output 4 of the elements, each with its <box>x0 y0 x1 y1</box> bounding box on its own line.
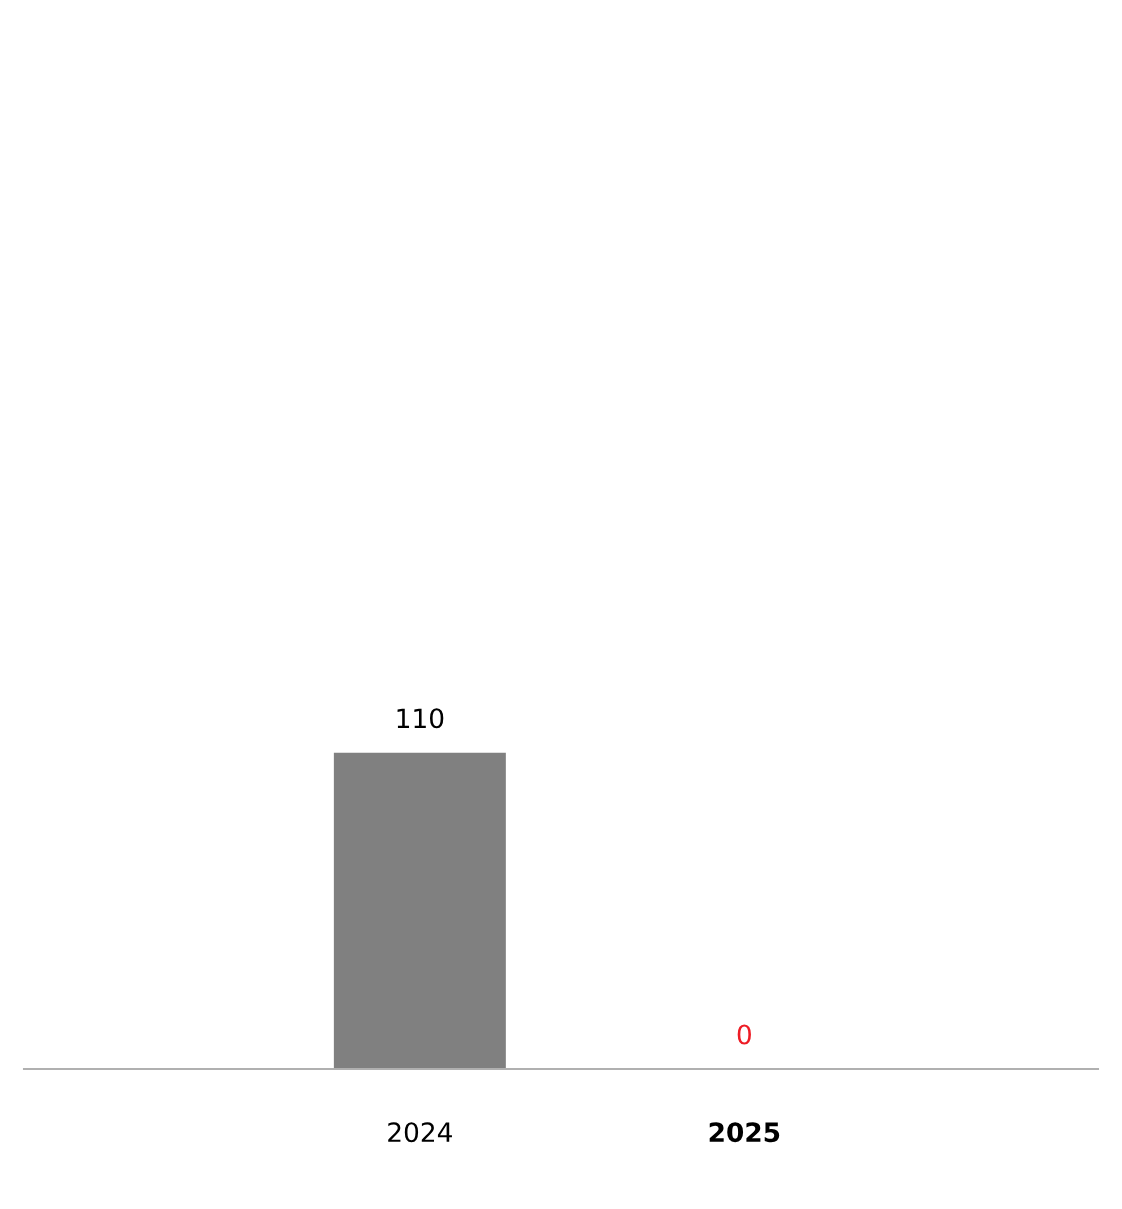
x-tick-label: 2024 <box>388 1122 452 1143</box>
x-tick-label: 2025 <box>709 1122 780 1143</box>
data-label: 0 <box>737 1024 751 1045</box>
data-label: 110 <box>397 708 444 729</box>
